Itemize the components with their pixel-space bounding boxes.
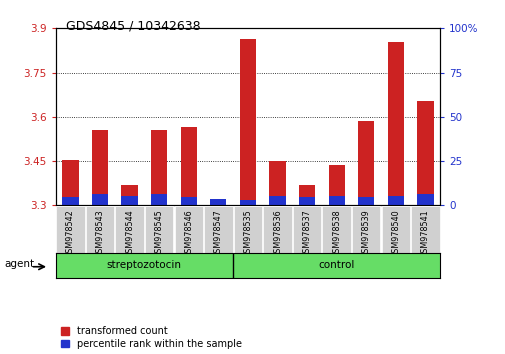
Bar [298,185,315,205]
Bar [180,127,196,205]
FancyBboxPatch shape [233,206,262,253]
Text: GSM978547: GSM978547 [214,209,222,258]
Bar [387,41,403,205]
FancyBboxPatch shape [263,206,291,253]
Bar [328,195,344,205]
Bar [417,101,433,205]
Text: GSM978542: GSM978542 [66,209,75,258]
FancyBboxPatch shape [204,206,232,253]
Bar [239,200,256,205]
Bar [62,197,78,205]
Bar [151,194,167,205]
Bar [151,130,167,205]
FancyBboxPatch shape [174,206,203,253]
Bar [358,197,374,205]
Bar [92,194,108,205]
FancyBboxPatch shape [292,206,321,253]
Text: GSM978543: GSM978543 [95,209,105,258]
Bar [210,199,226,205]
Bar [387,195,403,205]
Legend: transformed count, percentile rank within the sample: transformed count, percentile rank withi… [61,326,241,349]
Text: GSM978539: GSM978539 [361,209,370,258]
Text: GSM978538: GSM978538 [331,209,340,258]
Text: GSM978545: GSM978545 [155,209,164,258]
FancyBboxPatch shape [411,206,439,253]
Bar [62,160,78,205]
FancyBboxPatch shape [145,206,173,253]
FancyBboxPatch shape [351,206,380,253]
FancyBboxPatch shape [56,206,84,253]
Text: GSM978535: GSM978535 [243,209,252,258]
Bar [298,197,315,205]
Bar [269,161,285,205]
FancyBboxPatch shape [381,206,409,253]
Text: GSM978544: GSM978544 [125,209,134,258]
Text: GSM978536: GSM978536 [273,209,281,258]
Bar [328,165,344,205]
Bar [239,39,256,205]
Bar [417,194,433,205]
Bar [358,121,374,205]
Bar [210,201,226,205]
Bar [121,195,137,205]
FancyBboxPatch shape [115,206,143,253]
Bar [180,197,196,205]
Text: GDS4845 / 10342638: GDS4845 / 10342638 [66,19,200,33]
Text: GSM978537: GSM978537 [302,209,311,258]
Text: agent: agent [5,259,34,269]
Text: GSM978546: GSM978546 [184,209,193,258]
Text: control: control [318,261,354,270]
FancyBboxPatch shape [86,206,114,253]
Text: streptozotocin: streptozotocin [107,261,181,270]
Bar [121,185,137,205]
Text: GSM978541: GSM978541 [420,209,429,258]
Bar [92,130,108,205]
Text: GSM978540: GSM978540 [390,209,399,258]
Bar [269,195,285,205]
FancyBboxPatch shape [322,206,350,253]
